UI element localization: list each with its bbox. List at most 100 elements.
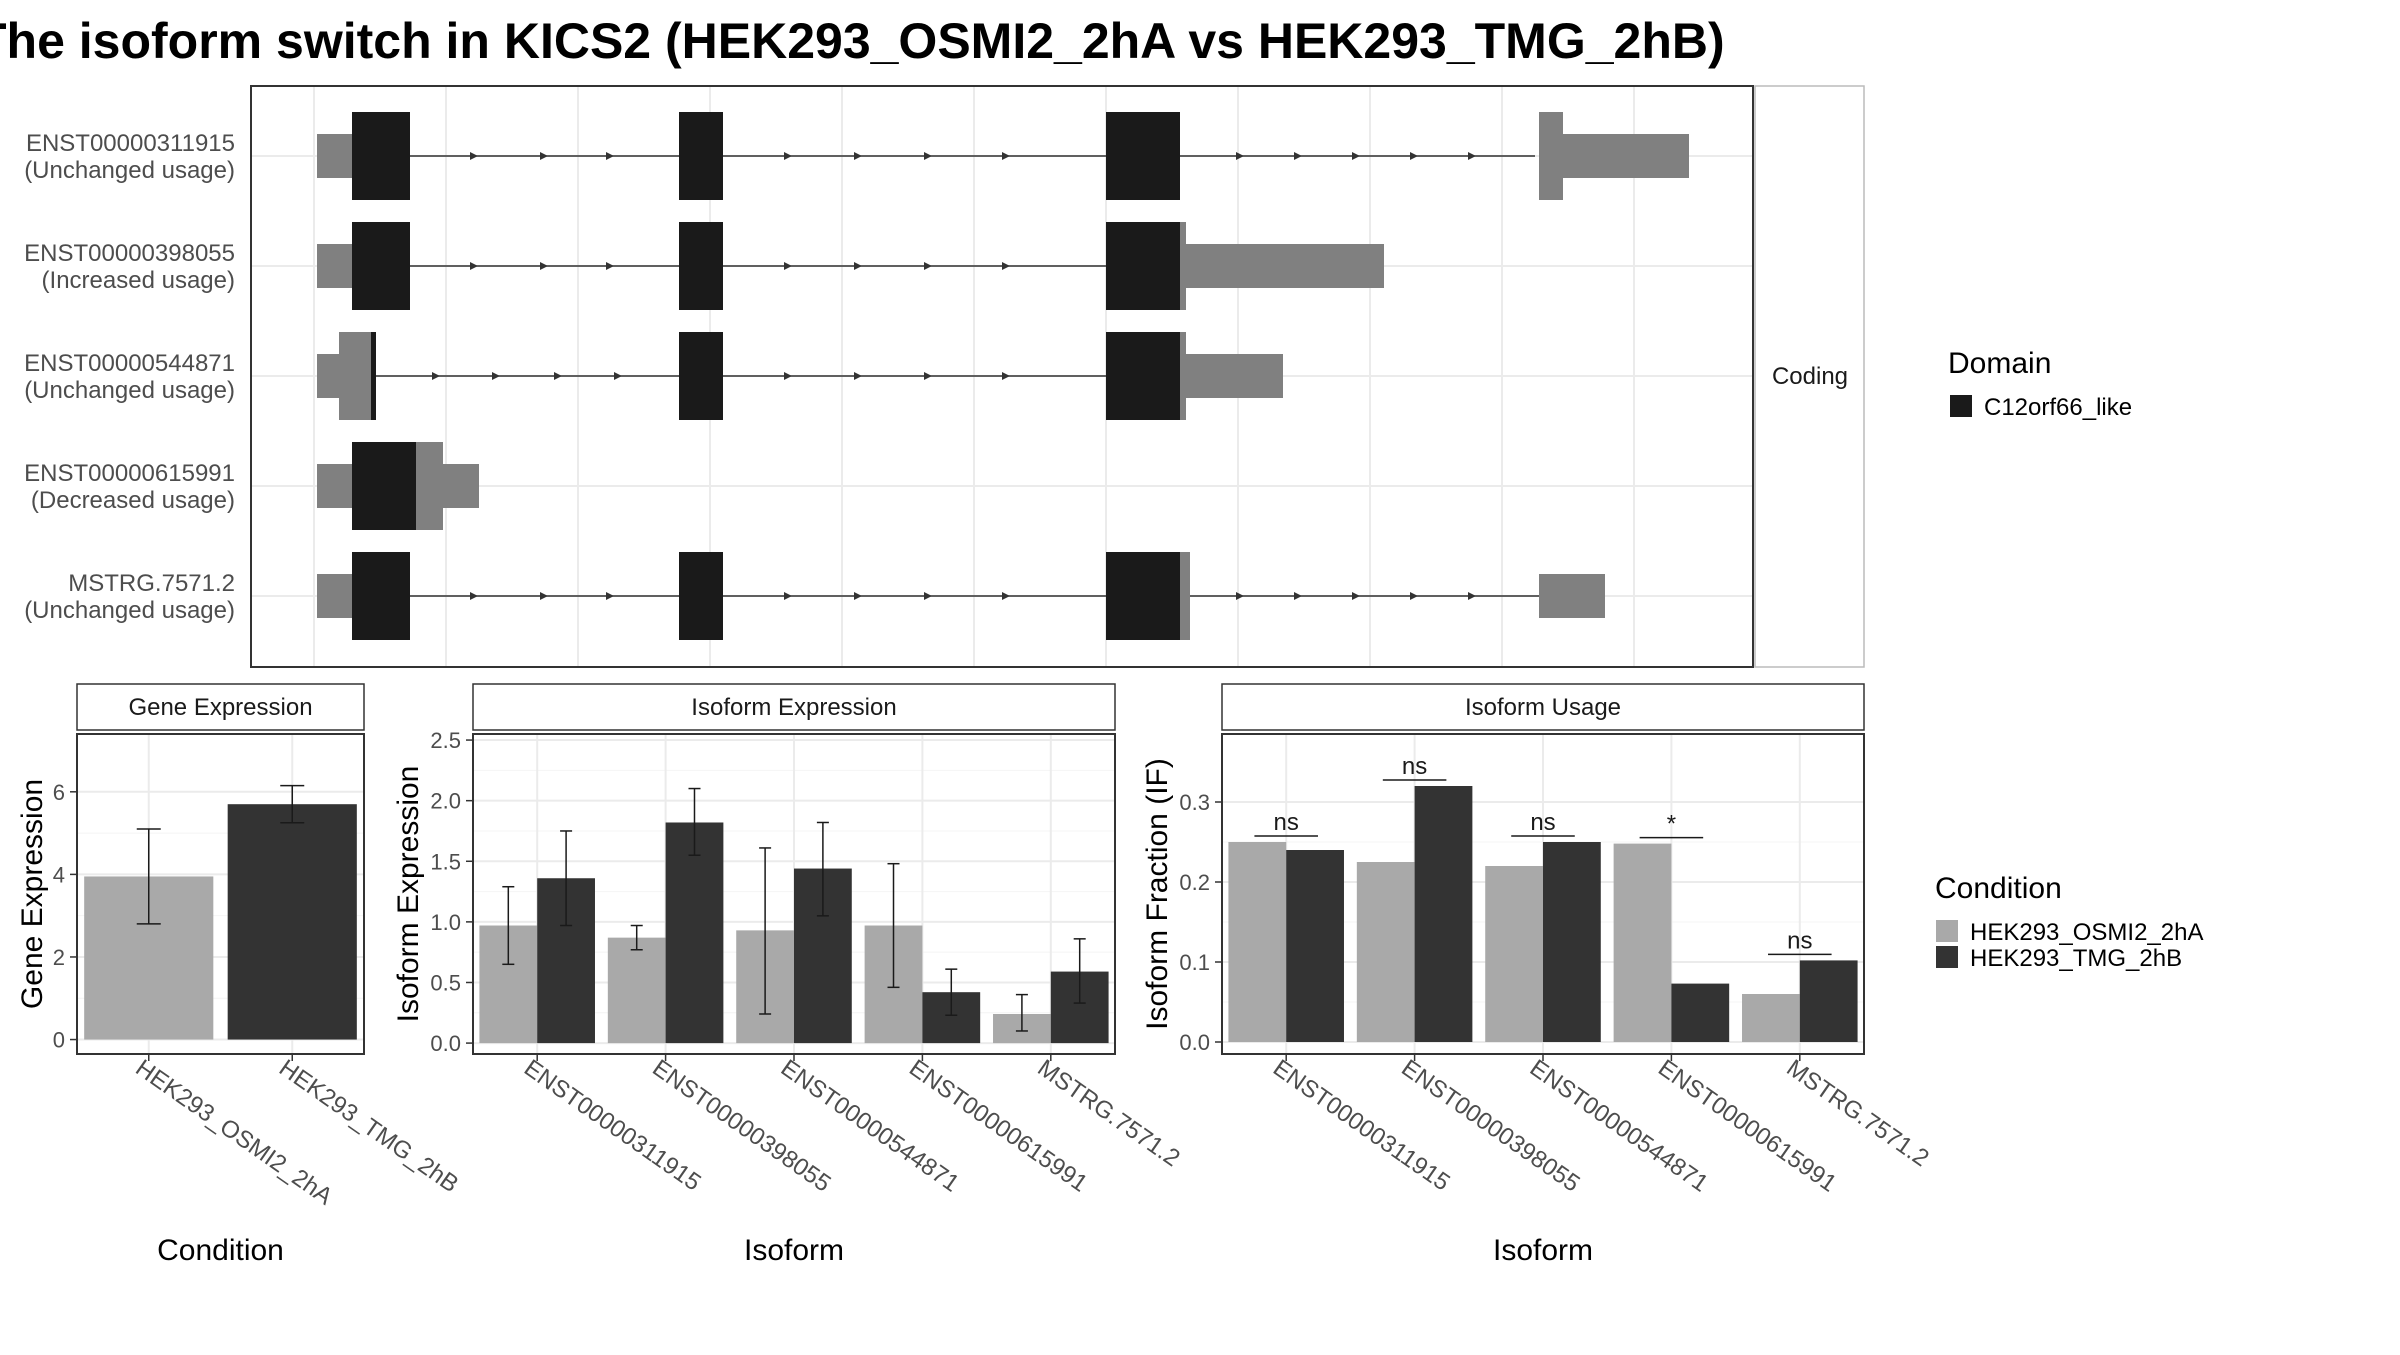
bar-charts: Gene Expression0246HEK293_OSMI2_2hAHEK29… <box>16 683 1934 1267</box>
y-tick-label: 2 <box>53 945 65 970</box>
chart-panel-2: Isoform Expression0.00.51.01.52.02.5ENST… <box>392 683 1185 1267</box>
panel-border <box>76 733 365 1055</box>
bar <box>1485 866 1543 1042</box>
significance-label: ns <box>1530 809 1555 836</box>
transcript-id-label: ENST00000544871 <box>24 350 235 377</box>
transcript-id-label: ENST00000311915 <box>26 130 235 157</box>
transcript-usage-label: (Decreased usage) <box>31 487 235 514</box>
panel-strip <box>472 683 1116 731</box>
bar <box>1356 862 1415 1042</box>
panel-title: Isoform Expression <box>691 694 896 721</box>
coding-exon <box>679 112 723 200</box>
bar <box>1543 842 1601 1042</box>
coding-exon <box>352 442 416 530</box>
significance-label: ns <box>1402 753 1427 780</box>
transcript-track <box>317 552 1605 640</box>
y-tick-label: 0.2 <box>1179 870 1210 895</box>
y-tick-label: 0.0 <box>1179 1030 1210 1055</box>
y-tick-label: 0 <box>53 1028 65 1053</box>
coding-exon <box>1106 222 1180 310</box>
bars: ns ns ns * ns <box>1228 753 1858 1042</box>
utr-segment <box>1563 134 1689 178</box>
coding-exon <box>352 112 410 200</box>
coding-exon <box>1106 112 1180 200</box>
coding-exon <box>352 222 410 310</box>
bar <box>1742 994 1800 1042</box>
significance-label: * <box>1667 811 1676 838</box>
utr-segment <box>317 574 352 618</box>
y-tick-label: 6 <box>53 780 65 805</box>
transcript-track <box>317 222 1384 310</box>
y-tick-label: 1.0 <box>430 910 461 935</box>
panel-title: Isoform Usage <box>1465 694 1621 721</box>
utr-segment <box>1539 112 1563 200</box>
coding-exon <box>1106 332 1180 420</box>
significance-label: ns <box>1274 809 1299 836</box>
transcript-id-label: MSTRG.7571.2 <box>68 570 235 597</box>
coding-exon <box>679 552 723 640</box>
transcript-track <box>317 332 1283 420</box>
utr-segment <box>317 354 339 398</box>
transcript-labels: ENST00000311915 (Unchanged usage) ENST00… <box>24 130 235 624</box>
bar <box>665 822 724 1044</box>
bars <box>84 784 357 1040</box>
bar <box>1613 843 1672 1042</box>
panel-title: Gene Expression <box>128 694 312 721</box>
utr-segment <box>317 464 352 508</box>
utr-segment <box>1186 244 1384 288</box>
x-axis-title: Isoform <box>1493 1234 1593 1267</box>
transcript-usage-label: (Unchanged usage) <box>24 377 235 404</box>
bar <box>1228 842 1287 1042</box>
bars <box>479 787 1109 1044</box>
y-tick-label: 0.1 <box>1179 950 1210 975</box>
coding-exon <box>1106 552 1180 640</box>
utr-segment <box>416 442 443 530</box>
facet-strip <box>1754 85 1865 668</box>
utr-segment <box>339 332 371 420</box>
utr-segment <box>1180 222 1186 310</box>
transcript-usage-label: (Unchanged usage) <box>24 597 235 624</box>
domain-legend-title: Domain <box>1948 347 2051 380</box>
coding-exon <box>371 332 376 420</box>
bar <box>607 937 666 1044</box>
x-axis-title: Condition <box>157 1234 284 1267</box>
y-tick-label: 2.5 <box>430 728 461 753</box>
panel-strip <box>1221 683 1865 731</box>
legend-swatch-condition-b <box>1936 946 1958 968</box>
y-tick-label: 0.3 <box>1179 790 1210 815</box>
utr-segment <box>1180 332 1186 420</box>
transcript-usage-label: (Unchanged usage) <box>24 157 235 184</box>
legend-swatch-condition-a <box>1936 920 1958 942</box>
facet-strip-label: Coding <box>1772 363 1848 390</box>
y-axis-title: Isoform Expression <box>392 766 425 1023</box>
y-tick-label: 2.0 <box>430 789 461 814</box>
bar <box>1671 983 1730 1042</box>
coding-exon <box>679 332 723 420</box>
x-axis-title: Isoform <box>744 1234 844 1267</box>
transcript-track <box>317 112 1689 200</box>
utr-segment <box>317 134 352 178</box>
legend-label-condition-b: HEK293_TMG_2hB <box>1970 945 2182 972</box>
legend-label-condition-a: HEK293_OSMI2_2hA <box>1970 919 2203 946</box>
coding-exon <box>352 552 410 640</box>
utr-segment <box>1180 552 1190 640</box>
y-tick-label: 4 <box>53 862 65 887</box>
figure-title: The isoform switch in KICS2 (HEK293_OSMI… <box>0 13 1725 69</box>
y-axis-title: Gene Expression <box>16 779 49 1009</box>
utr-segment <box>443 464 479 508</box>
y-tick-label: 1.5 <box>430 849 461 874</box>
transcript-id-label: ENST00000398055 <box>24 240 235 267</box>
transcript-track <box>317 442 479 530</box>
transcript-structure-panel: Coding ENST00000311915 (Unchanged usage)… <box>24 85 2132 668</box>
condition-legend-title: Condition <box>1935 872 2062 905</box>
utr-segment <box>1539 574 1605 618</box>
bar <box>1799 960 1858 1042</box>
panel-strip <box>76 683 365 731</box>
y-axis-title: Isoform Fraction (IF) <box>1141 758 1174 1030</box>
condition-legend: Condition HEK293_OSMI2_2hA HEK293_TMG_2h… <box>1935 872 2203 972</box>
y-tick-label: 0.0 <box>430 1031 461 1056</box>
coding-exon <box>679 222 723 310</box>
